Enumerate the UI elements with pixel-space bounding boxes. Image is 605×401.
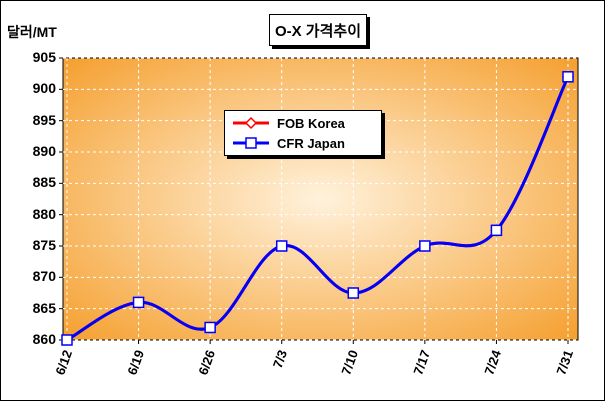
legend-swatch-cfr-japan [233, 137, 269, 149]
data-point-cfr-japan [204, 321, 216, 334]
data-point-cfr-japan [275, 240, 288, 252]
grid-lines [59, 57, 578, 344]
legend-swatch-fob-korea [233, 116, 269, 130]
series-markers [60, 70, 575, 347]
y-tick-label: 880 [32, 205, 56, 222]
y-axis-label: 달러/MT [7, 24, 57, 40]
data-point-cfr-japan [347, 287, 360, 299]
data-point-cfr-japan [490, 224, 503, 237]
chart-title-text: O-X 가격추이 [274, 22, 362, 40]
y-tick-label: 885 [32, 174, 56, 191]
plot-background [62, 57, 579, 341]
y-tick-label: 865 [32, 299, 56, 316]
y-tick-label: 875 [32, 237, 56, 253]
legend-label-cfr-japan: CFR Japan [277, 135, 345, 151]
data-point-cfr-japan [132, 296, 145, 309]
y-tick-label: 890 [32, 143, 56, 159]
y-tick-label: 860 [32, 331, 56, 347]
legend-item-fob-korea: FOB Korea [231, 114, 345, 132]
chart-title: O-X 가격추이 [269, 14, 367, 46]
data-point-cfr-japan [419, 240, 431, 252]
data-point-cfr-japan [61, 334, 73, 346]
data-point-cfr-japan [562, 71, 574, 83]
y-tick-label: 900 [32, 80, 56, 97]
legend-item-cfr-japan: CFR Japan [231, 134, 345, 152]
y-tick-label: 870 [32, 268, 56, 285]
y-tick-label: 905 [32, 49, 56, 65]
legend: FOB Korea CFR Japan [224, 110, 382, 156]
legend-label-fob-korea: FOB Korea [277, 115, 345, 131]
y-tick-label: 895 [32, 111, 56, 128]
